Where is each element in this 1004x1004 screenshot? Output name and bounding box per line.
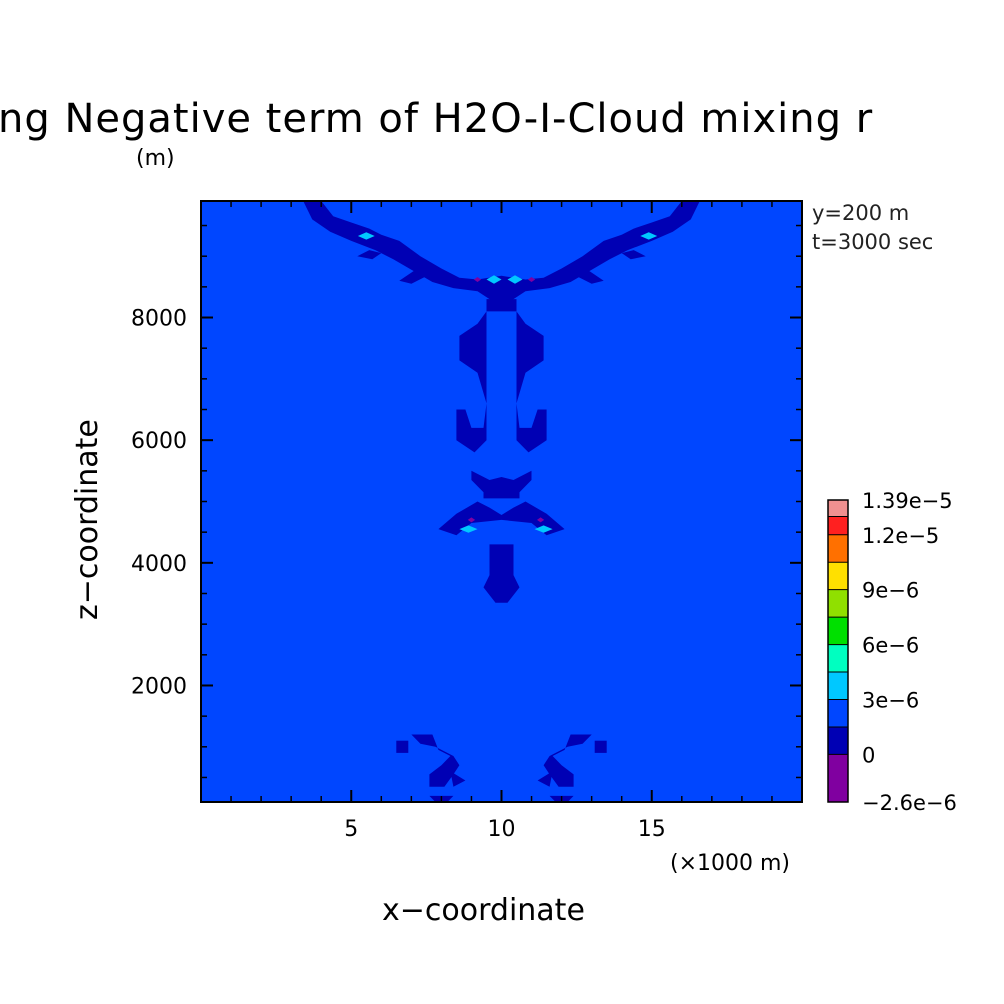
info-time: t=3000 sec [812, 230, 933, 254]
x-unit-label: (×1000 m) [670, 851, 790, 876]
contour-spot-17 [357, 232, 375, 240]
contour-spot-19 [486, 275, 502, 284]
colorbar-label: 3e−6 [862, 689, 919, 713]
contour-region-9 [411, 734, 460, 787]
y-tick-label: 4000 [131, 552, 187, 577]
contour-spot-18 [640, 232, 658, 240]
x-axis-ticks: 5 10 15 [344, 201, 666, 842]
contour-spot-20 [507, 275, 523, 284]
contour-region-14 [537, 771, 553, 787]
contour-region-6 [471, 470, 532, 499]
contour-spot-24 [527, 277, 536, 282]
contour-region-2 [621, 250, 646, 260]
colorbar-segment [828, 562, 848, 590]
contour-region-0 [303, 201, 700, 306]
x-axis-label: x−coordinate [382, 893, 585, 928]
colorbar-label: 1.2e−5 [862, 524, 939, 548]
contour-spot-22 [534, 525, 553, 533]
contour-features [303, 201, 700, 802]
y-tick-label: 8000 [131, 307, 187, 332]
contour-region-5 [456, 299, 547, 453]
contour-region-1 [357, 250, 382, 260]
contour-region-4 [573, 268, 604, 284]
y-unit-label: (m) [136, 146, 175, 171]
colorbar-label: 0 [862, 743, 875, 767]
contour-spot-21 [459, 525, 478, 533]
colorbar-segment [828, 589, 848, 618]
contour-region-8 [483, 544, 520, 603]
colorbar-segment [828, 726, 848, 755]
colorbar-segment [828, 516, 848, 535]
colorbar-label: 1.39e−5 [862, 489, 953, 513]
colorbar-segment [828, 617, 848, 645]
colorbar-segment [828, 672, 848, 700]
y-axis-ticks: 2000 4000 6000 8000 [131, 307, 802, 699]
y-axis-label: z−coordinate [70, 419, 105, 620]
contour-region-12 [594, 740, 607, 753]
y-tick-label: 6000 [131, 429, 187, 454]
colorbar-label: 9e−6 [862, 579, 919, 603]
colorbar-label: −2.6e−6 [862, 791, 957, 815]
y-tick-label: 2000 [131, 674, 187, 699]
minor-ticks [201, 201, 802, 802]
x-tick-label: 5 [344, 817, 358, 842]
contour-spot-26 [537, 517, 545, 523]
contour-region-3 [399, 268, 430, 284]
contour-region-13 [450, 771, 466, 787]
colorbar-segment [828, 754, 848, 802]
contour-region-11 [396, 740, 409, 753]
contour-region-10 [543, 734, 592, 787]
contour-spot-25 [467, 517, 476, 523]
contour-spot-23 [473, 277, 482, 282]
info-y-position: y=200 m [812, 201, 909, 225]
colorbar-label: 6e−6 [862, 634, 919, 658]
colorbar-segment [828, 500, 848, 517]
contour-region-7 [438, 501, 565, 536]
colorbar-segment [828, 699, 848, 727]
colorbar-segment [828, 644, 848, 673]
colorbar: −2.6e−6 0 3e−6 6e−6 9e−6 1.2e−5 1.39e−5 [827, 489, 957, 815]
x-tick-label: 15 [638, 817, 666, 842]
chart-title: ng Negative term of H2O-I-Cloud mixing r [0, 96, 873, 142]
colorbar-segment [828, 534, 848, 563]
x-tick-label: 10 [488, 817, 516, 842]
